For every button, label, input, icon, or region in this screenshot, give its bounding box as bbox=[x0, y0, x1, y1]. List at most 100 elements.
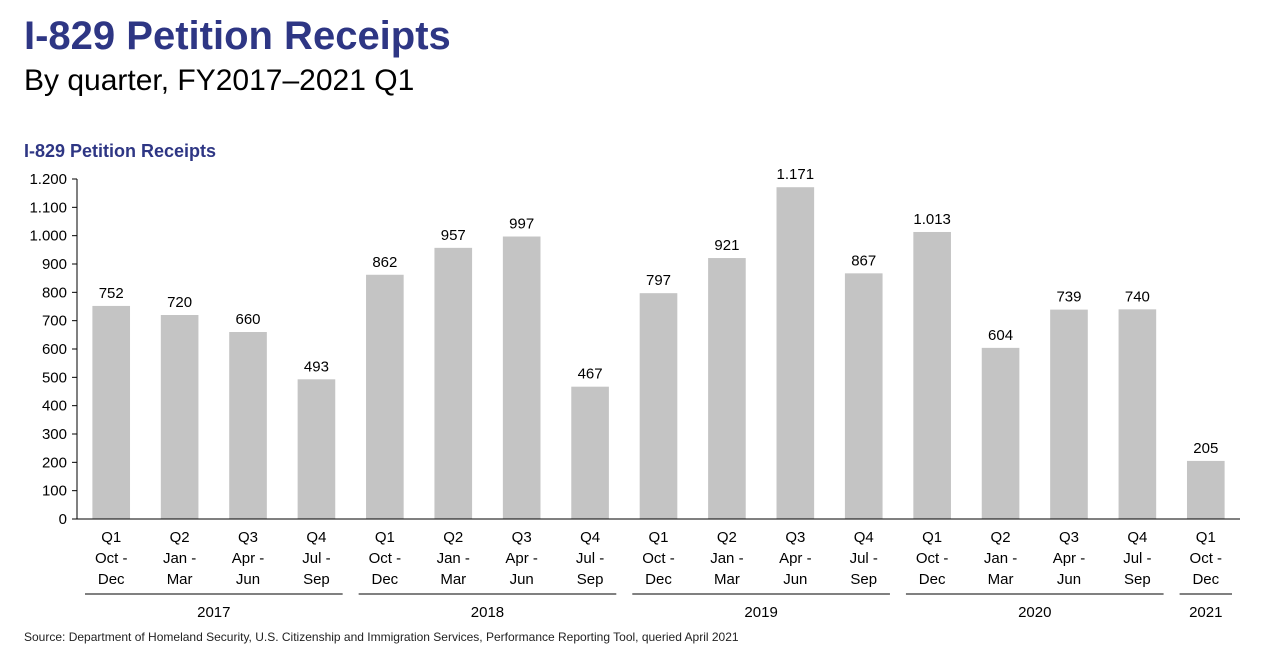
source-note: Source: Department of Homeland Security,… bbox=[24, 630, 739, 644]
x-tick-label: Q4 bbox=[306, 529, 326, 546]
page-subtitle: By quarter, FY2017–2021 Q1 bbox=[24, 64, 415, 97]
bar-value-label: 205 bbox=[1193, 440, 1218, 457]
bar bbox=[1186, 460, 1225, 519]
bar-value-label: 1.171 bbox=[777, 166, 815, 183]
bar bbox=[844, 273, 883, 519]
year-group-label: 2018 bbox=[471, 604, 504, 621]
x-tick-label: Jan - bbox=[984, 550, 1017, 567]
bar bbox=[708, 258, 746, 519]
x-tick-label: Q3 bbox=[1059, 529, 1079, 546]
year-group-label: 2019 bbox=[744, 604, 777, 621]
y-tick-label: 1.200 bbox=[29, 171, 67, 188]
x-tick-label: Oct - bbox=[369, 550, 402, 567]
year-group-label: 2021 bbox=[1189, 604, 1222, 621]
bar-value-label: 493 bbox=[304, 358, 329, 375]
bar-value-label: 862 bbox=[372, 254, 397, 271]
bar-value-label: 867 bbox=[851, 252, 876, 269]
y-tick-label: 600 bbox=[42, 341, 67, 358]
bar-value-label: 957 bbox=[441, 227, 466, 244]
bar bbox=[1118, 309, 1157, 519]
x-tick-label: Sep bbox=[577, 571, 604, 588]
x-tick-label: Q1 bbox=[375, 529, 395, 546]
x-tick-label: Oct - bbox=[642, 550, 675, 567]
bar-value-label: 1.013 bbox=[913, 211, 951, 228]
x-tick-label: Dec bbox=[372, 571, 399, 588]
y-tick-label: 400 bbox=[42, 398, 67, 415]
x-tick-label: Q4 bbox=[854, 529, 874, 546]
bar-value-label: 740 bbox=[1125, 288, 1150, 305]
bar bbox=[229, 332, 267, 519]
page-title: I-829 Petition Receipts bbox=[24, 14, 451, 58]
x-tick-label: Mar bbox=[167, 571, 193, 588]
x-tick-label: Q3 bbox=[238, 529, 258, 546]
bar bbox=[776, 187, 815, 519]
y-tick-label: 100 bbox=[42, 483, 67, 500]
y-tick-label: 1.000 bbox=[29, 228, 67, 245]
x-tick-label: Q2 bbox=[717, 529, 737, 546]
x-tick-label: Q1 bbox=[101, 529, 121, 546]
chart-title: I-829 Petition Receipts bbox=[24, 141, 216, 161]
x-tick-label: Jan - bbox=[163, 550, 196, 567]
y-tick-label: 700 bbox=[42, 313, 67, 330]
x-tick-label: Dec bbox=[1192, 571, 1219, 588]
x-tick-label: Dec bbox=[919, 571, 946, 588]
x-tick-label: Q3 bbox=[785, 529, 805, 546]
x-tick-label: Mar bbox=[440, 571, 466, 588]
year-group-label: 2017 bbox=[197, 604, 230, 621]
bar-value-label: 752 bbox=[99, 285, 124, 302]
bar-value-label: 467 bbox=[578, 366, 603, 383]
x-tick-label: Sep bbox=[303, 571, 330, 588]
y-tick-label: 900 bbox=[42, 256, 67, 273]
bar bbox=[639, 293, 678, 519]
x-tick-label: Mar bbox=[714, 571, 740, 588]
bar bbox=[366, 274, 404, 519]
bar-value-label: 720 bbox=[167, 294, 192, 311]
bar bbox=[297, 379, 336, 519]
bar-value-label: 660 bbox=[236, 311, 261, 328]
x-tick-label: Q2 bbox=[170, 529, 190, 546]
bar bbox=[1050, 309, 1088, 519]
bar-value-label: 921 bbox=[714, 237, 739, 254]
bar bbox=[160, 315, 199, 519]
x-tick-label: Jun bbox=[783, 571, 807, 588]
x-tick-label: Jan - bbox=[710, 550, 743, 567]
x-tick-label: Apr - bbox=[232, 550, 265, 567]
bar bbox=[571, 386, 609, 519]
bar-value-label: 739 bbox=[1056, 289, 1081, 306]
x-tick-label: Jun bbox=[510, 571, 534, 588]
y-tick-label: 1.100 bbox=[29, 199, 67, 216]
x-tick-label: Apr - bbox=[1053, 550, 1086, 567]
x-tick-label: Jul - bbox=[850, 550, 878, 567]
x-tick-label: Jul - bbox=[576, 550, 604, 567]
bar bbox=[981, 347, 1020, 519]
bar bbox=[502, 236, 541, 519]
y-tick-label: 500 bbox=[42, 369, 67, 386]
x-tick-label: Oct - bbox=[916, 550, 949, 567]
bar bbox=[92, 305, 131, 519]
x-tick-label: Oct - bbox=[1190, 550, 1223, 567]
x-tick-label: Jun bbox=[1057, 571, 1081, 588]
x-tick-label: Jul - bbox=[1123, 550, 1151, 567]
x-tick-label: Oct - bbox=[95, 550, 128, 567]
x-tick-label: Q2 bbox=[991, 529, 1011, 546]
x-tick-label: Q4 bbox=[580, 529, 600, 546]
x-tick-label: Q1 bbox=[922, 529, 942, 546]
bar bbox=[434, 247, 473, 519]
x-tick-label: Sep bbox=[1124, 571, 1151, 588]
bar bbox=[913, 231, 951, 519]
x-tick-label: Dec bbox=[645, 571, 672, 588]
x-tick-label: Q2 bbox=[443, 529, 463, 546]
bar-value-label: 604 bbox=[988, 327, 1013, 344]
x-tick-label: Q4 bbox=[1127, 529, 1147, 546]
x-tick-label: Mar bbox=[988, 571, 1014, 588]
x-tick-label: Jul - bbox=[302, 550, 330, 567]
x-tick-label: Apr - bbox=[779, 550, 812, 567]
year-group-label: 2020 bbox=[1018, 604, 1051, 621]
x-tick-label: Jan - bbox=[437, 550, 470, 567]
x-tick-label: Q1 bbox=[648, 529, 668, 546]
x-tick-label: Jun bbox=[236, 571, 260, 588]
bar-value-label: 797 bbox=[646, 272, 671, 289]
bar-value-label: 997 bbox=[509, 216, 534, 233]
x-tick-label: Q1 bbox=[1196, 529, 1216, 546]
